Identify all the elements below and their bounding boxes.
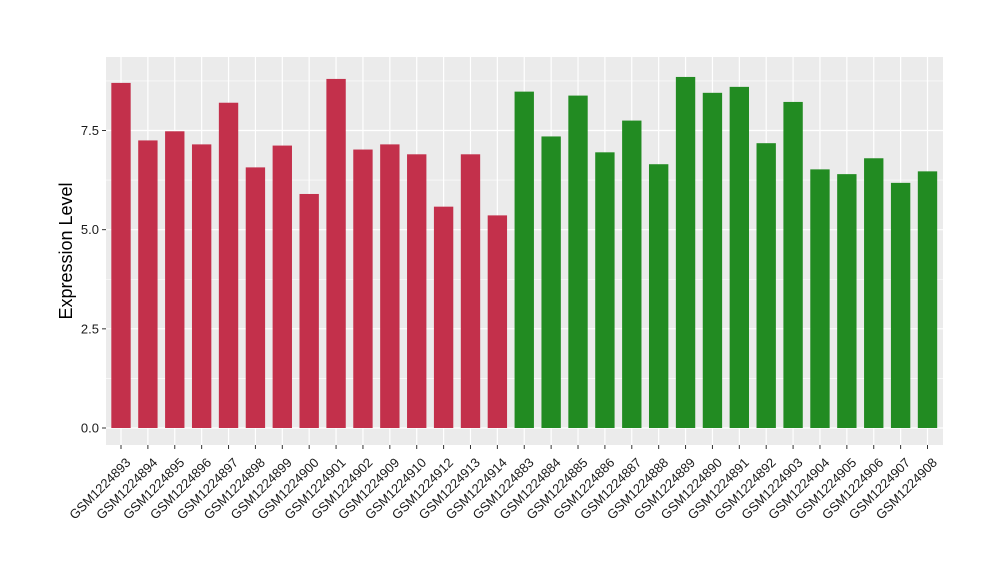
y-tick-label: 0.0 <box>81 421 99 436</box>
bar <box>756 143 776 428</box>
bar <box>165 131 185 429</box>
y-tick-label: 7.5 <box>81 123 99 138</box>
bar <box>111 82 131 429</box>
bar <box>890 182 911 428</box>
bar <box>702 92 723 428</box>
bar <box>783 101 803 428</box>
bar <box>729 86 749 429</box>
bar <box>353 149 373 429</box>
bar <box>433 206 454 428</box>
bar <box>675 76 696 428</box>
bar <box>864 158 884 428</box>
bar <box>568 95 588 428</box>
bar <box>487 215 508 428</box>
bar <box>595 152 615 428</box>
bar <box>622 120 642 428</box>
bar <box>326 78 346 429</box>
x-axis: GSM1224893GSM1224894GSM1224895GSM1224896… <box>66 445 940 522</box>
bar <box>299 193 319 428</box>
bar <box>245 167 266 428</box>
bar <box>191 144 212 428</box>
bar <box>541 136 561 428</box>
y-tick-label: 2.5 <box>81 321 99 336</box>
bar <box>407 154 427 429</box>
bar <box>514 91 534 428</box>
bar <box>380 144 400 428</box>
y-axis: 0.0 2.5 5.0 7.5 <box>81 123 106 436</box>
bar <box>138 140 158 429</box>
bar <box>648 164 669 428</box>
bar <box>810 169 830 428</box>
bar <box>272 145 292 428</box>
y-tick-label: 5.0 <box>81 222 99 237</box>
bar <box>460 154 481 429</box>
bar <box>837 174 857 428</box>
bars <box>111 76 938 429</box>
bar <box>917 171 938 429</box>
bar <box>218 102 239 428</box>
y-axis-title: Expression Level <box>56 182 76 319</box>
